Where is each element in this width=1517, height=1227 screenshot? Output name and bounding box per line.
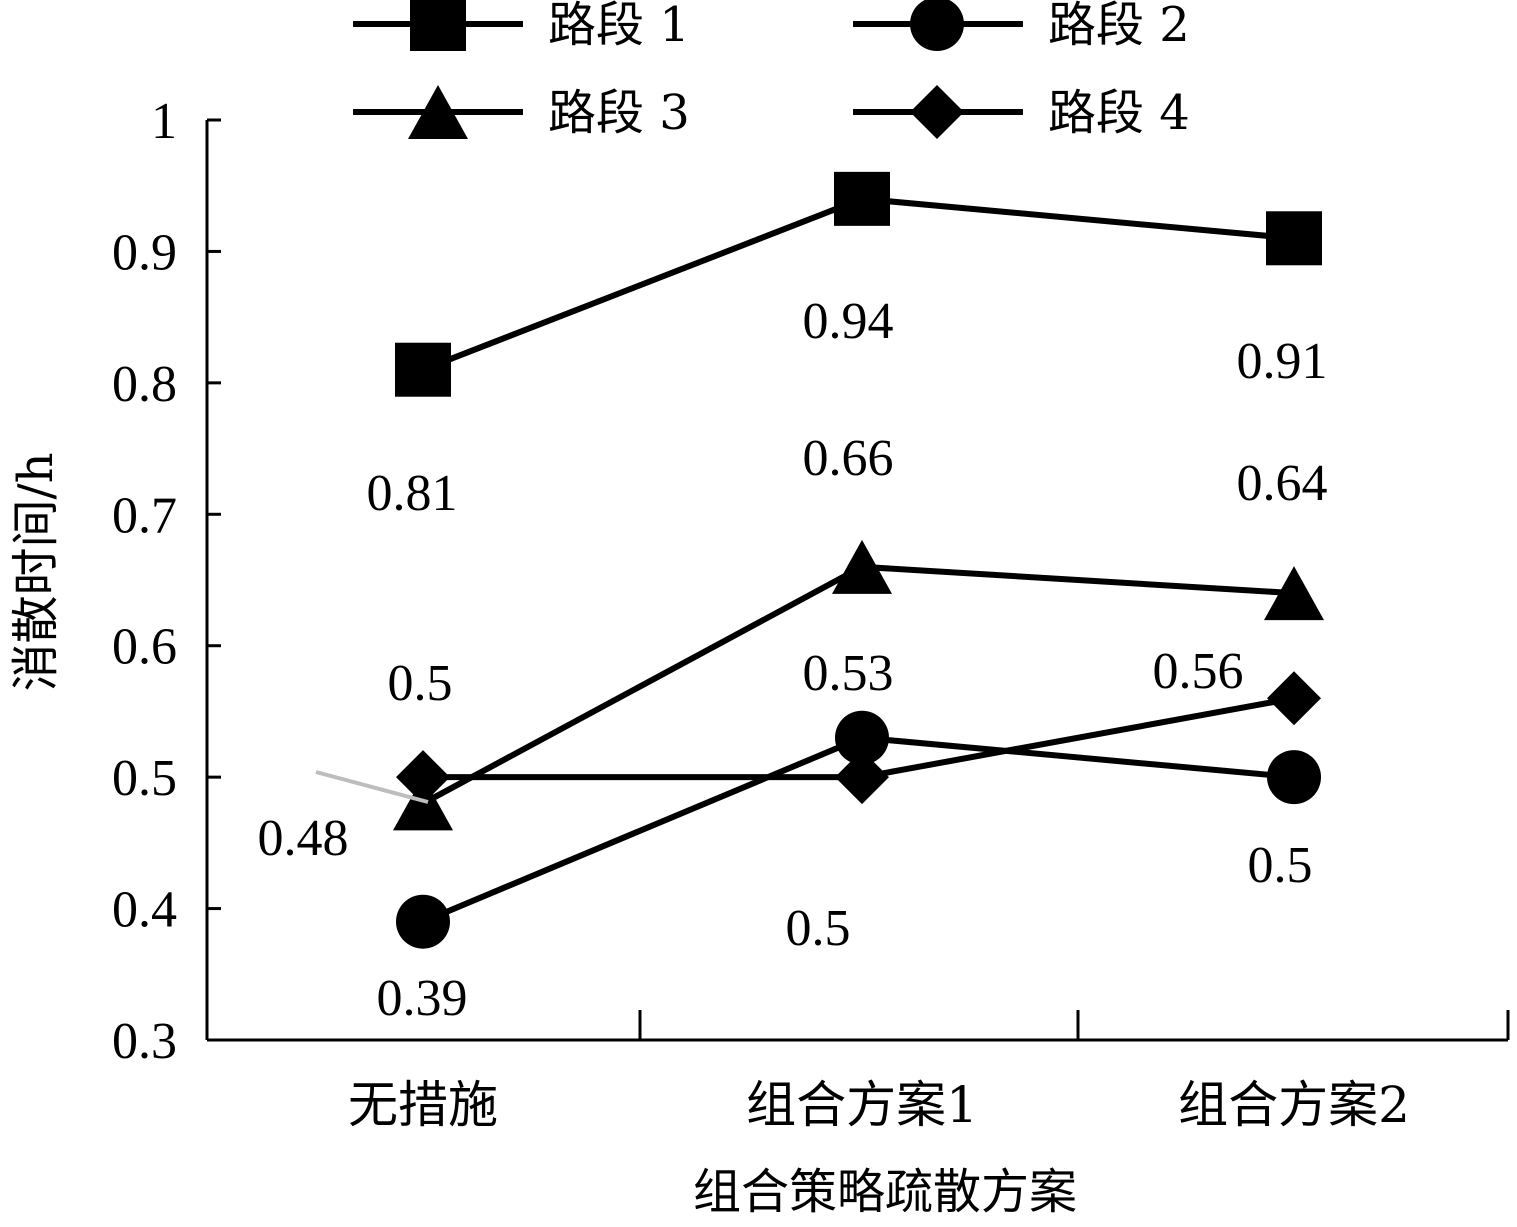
data-label: 0.5 [786, 900, 851, 957]
legend-marker [408, 85, 468, 139]
legend-marker [410, 0, 466, 51]
data-point [1267, 671, 1321, 726]
data-point [832, 539, 892, 594]
data-label: 0.56 [1153, 643, 1244, 700]
x-category-label: 组合方案2 [1178, 1076, 1410, 1134]
y-tick-label: 0.8 [112, 356, 177, 413]
data-label: 0.66 [803, 430, 894, 487]
data-point [396, 894, 450, 949]
series-1 [395, 171, 1322, 397]
data-point [835, 710, 889, 765]
data-labels: 0.81 0.94 0.91 0.39 0.53 0.5 0.48 0.66 0.64 0.5 0.… [258, 293, 1328, 1027]
data-point [396, 750, 450, 805]
legend-marker [910, 0, 964, 51]
data-label: 0.91 [1237, 333, 1328, 390]
y-tick-label: 0.3 [112, 1013, 177, 1070]
data-point [835, 750, 889, 805]
data-point [395, 342, 451, 397]
data-label: 0.94 [803, 293, 894, 350]
data-point [1267, 750, 1321, 805]
legend-label: 路段 1 [548, 0, 690, 53]
y-tick-label: 0.9 [112, 224, 177, 281]
x-category-label: 无措施 [348, 1076, 498, 1134]
label-leader-line [315, 770, 429, 804]
legend-item: 路段 4 [853, 85, 1190, 141]
data-point [834, 171, 890, 226]
y-tick-label: 0.4 [112, 882, 177, 939]
y-ticks: 0.3 0.4 0.5 0.6 0.7 0.8 0.9 1 [112, 93, 221, 1070]
y-tick-label: 0.5 [112, 750, 177, 807]
x-axis-title: 组合策略疏散方案 [693, 1164, 1077, 1220]
x-category-label: 组合方案1 [746, 1076, 978, 1134]
series-4 [396, 671, 1321, 805]
data-point [1266, 211, 1322, 266]
legend-label: 路段 4 [1048, 85, 1190, 141]
legend-item: 路段 1 [353, 0, 690, 53]
legend-marker [910, 85, 964, 139]
legend-label: 路段 2 [1048, 0, 1190, 53]
data-label: 0.81 [367, 465, 458, 522]
legend: 路段 1 路段 2 路段 3 路段 4 [353, 0, 1190, 141]
legend-item: 路段 3 [353, 85, 690, 141]
data-label: 0.5 [1248, 837, 1313, 894]
y-tick-label: 0.6 [112, 619, 177, 676]
y-tick-label: 1 [151, 93, 177, 150]
data-label: 0.48 [258, 810, 349, 867]
series-2 [396, 710, 1321, 949]
axes [205, 120, 1508, 1042]
x-ticks: 无措施 组合方案1 组合方案2 [348, 1010, 1510, 1134]
data-label: 0.53 [803, 645, 894, 702]
data-label: 0.5 [388, 655, 453, 712]
data-point [1264, 566, 1324, 621]
legend-item: 路段 2 [853, 0, 1190, 53]
data-label: 0.64 [1237, 455, 1328, 512]
data-label: 0.39 [377, 970, 468, 1027]
y-axis-title: 消散时间/h [8, 452, 64, 691]
legend-label: 路段 3 [548, 85, 690, 141]
series-group [393, 171, 1324, 949]
y-tick-label: 0.7 [112, 487, 177, 544]
